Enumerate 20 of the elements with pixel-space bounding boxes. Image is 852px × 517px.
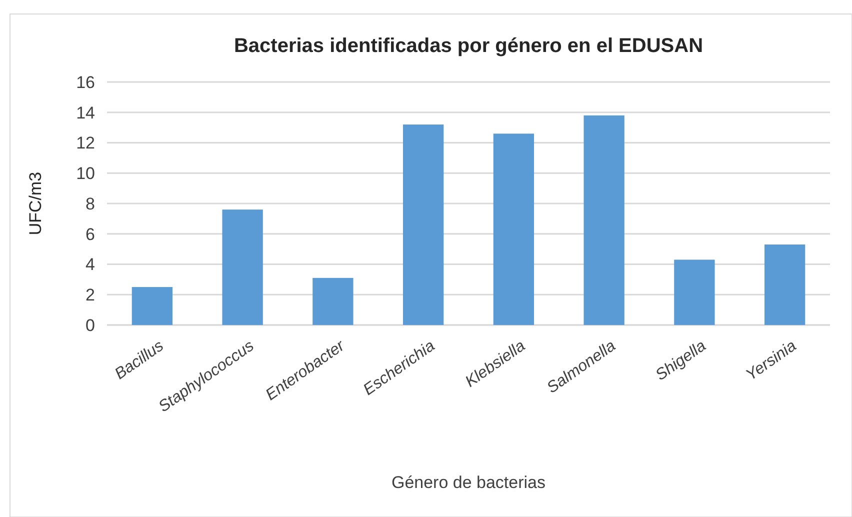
chart-title: Bacterias identificadas por género en el EDUSAN	[234, 35, 704, 57]
y-tick-label: 8	[86, 194, 95, 214]
y-tick-label: 10	[76, 164, 95, 184]
x-axis-title: Género de bacterias	[391, 473, 546, 492]
y-tick-label: 14	[76, 103, 95, 122]
y-axis-title: UFC/m3	[26, 172, 45, 236]
bar	[764, 244, 806, 325]
bar	[584, 115, 624, 325]
bar	[402, 124, 444, 325]
bar	[222, 210, 263, 325]
y-tick-label: 12	[76, 134, 95, 153]
bar	[674, 260, 715, 325]
bar	[312, 278, 354, 325]
y-tick-label: 16	[76, 72, 95, 92]
y-tick-label: 6	[86, 224, 95, 244]
bar	[132, 287, 173, 325]
bar	[493, 134, 534, 325]
y-tick-label: 0	[86, 316, 95, 335]
y-tick-label: 2	[86, 286, 95, 305]
y-tick-label: 4	[86, 255, 95, 274]
